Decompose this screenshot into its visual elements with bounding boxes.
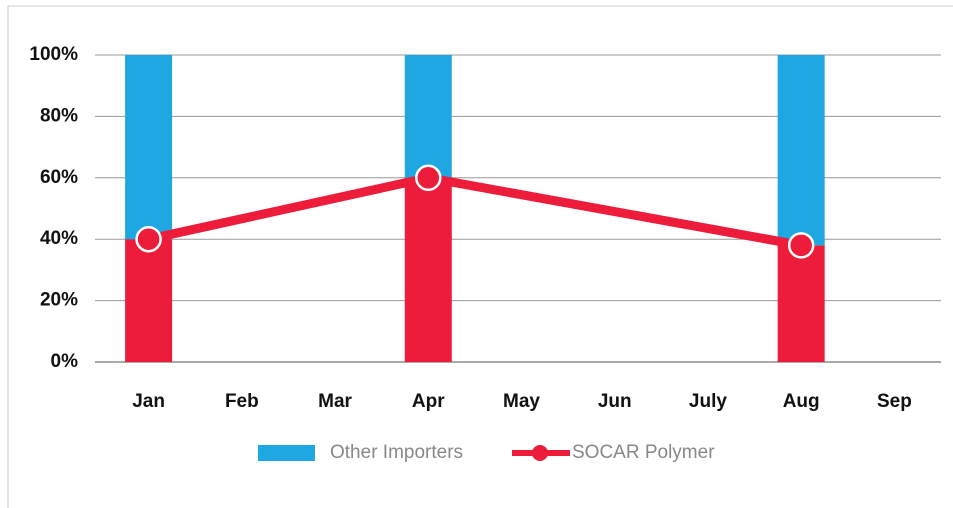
x-tick-label: Jan bbox=[132, 391, 165, 412]
line-marker bbox=[415, 164, 442, 192]
y-tick-label: 40% bbox=[40, 228, 78, 249]
bar-segment bbox=[777, 245, 825, 362]
line bbox=[147, 173, 802, 250]
x-tick-label: July bbox=[689, 391, 727, 412]
bar-segment bbox=[404, 55, 452, 178]
y-tick-label: 60% bbox=[40, 167, 78, 188]
legend-label: Other Importers bbox=[330, 442, 463, 463]
y-tick-label: 20% bbox=[40, 290, 78, 311]
bar-segment bbox=[125, 55, 173, 240]
x-tick-label: Jun bbox=[598, 391, 632, 412]
legend-swatch bbox=[532, 445, 548, 461]
frame bbox=[7, 5, 953, 508]
bar-segment bbox=[777, 55, 825, 246]
x-tick-label: Apr bbox=[412, 391, 445, 412]
x-tick-label: Aug bbox=[783, 391, 820, 412]
y-tick-label: 0% bbox=[51, 351, 79, 372]
bar-segment bbox=[404, 177, 452, 362]
x-tick-label: May bbox=[503, 391, 540, 412]
y-tick-label: 100% bbox=[29, 44, 78, 65]
line-marker bbox=[787, 232, 815, 259]
line-marker bbox=[135, 225, 162, 253]
x-tick-label: Sep bbox=[877, 391, 912, 412]
x-tick-label: Mar bbox=[318, 391, 352, 412]
x-tick-label: Feb bbox=[225, 391, 259, 412]
legend-swatch bbox=[258, 445, 315, 461]
y-tick-label: 80% bbox=[40, 105, 78, 126]
legend-label: SOCAR Polymer bbox=[572, 442, 715, 463]
bar-segment bbox=[125, 239, 173, 362]
